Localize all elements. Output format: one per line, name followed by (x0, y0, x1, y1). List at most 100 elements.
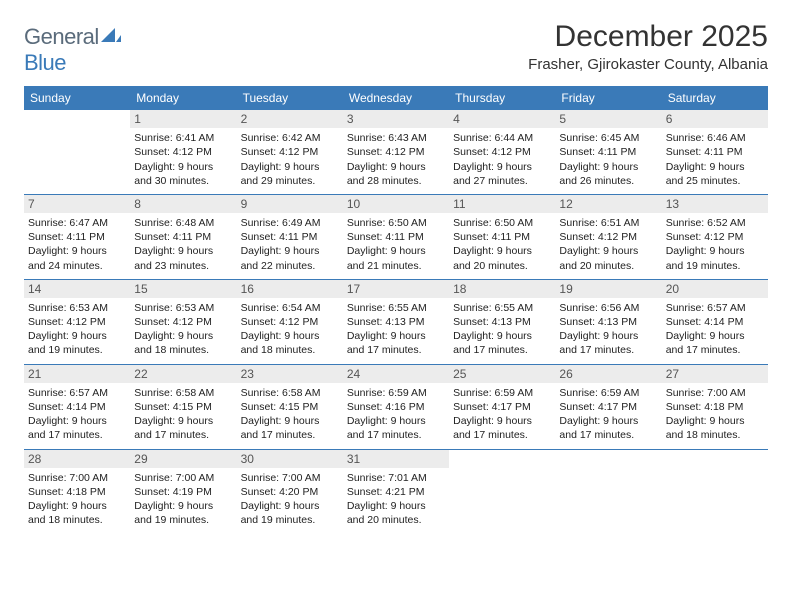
sunrise-line: Sunrise: 6:41 AM (134, 131, 232, 145)
daylight-line-2: and 19 minutes. (241, 513, 339, 527)
daylight-line-1: Daylight: 9 hours (134, 499, 232, 513)
day-number: 15 (130, 280, 236, 298)
sunrise-line: Sunrise: 6:57 AM (666, 301, 764, 315)
sunset-line: Sunset: 4:12 PM (559, 230, 657, 244)
day-header: Monday (130, 86, 236, 110)
daylight-line-2: and 24 minutes. (28, 259, 126, 273)
daylight-line-1: Daylight: 9 hours (666, 414, 764, 428)
day-header: Wednesday (343, 86, 449, 110)
sunrise-line: Sunrise: 6:46 AM (666, 131, 764, 145)
daylight-line-2: and 17 minutes. (453, 428, 551, 442)
calendar-cell: 14Sunrise: 6:53 AMSunset: 4:12 PMDayligh… (24, 280, 130, 364)
daylight-line-2: and 22 minutes. (241, 259, 339, 273)
sunrise-line: Sunrise: 6:47 AM (28, 216, 126, 230)
day-number: 26 (555, 365, 661, 383)
daylight-line-2: and 17 minutes. (453, 343, 551, 357)
daylight-line-2: and 17 minutes. (347, 428, 445, 442)
daylight-line-2: and 26 minutes. (559, 174, 657, 188)
day-number: 28 (24, 450, 130, 468)
sunset-line: Sunset: 4:11 PM (666, 145, 764, 159)
sunset-line: Sunset: 4:12 PM (241, 315, 339, 329)
calendar-week: 14Sunrise: 6:53 AMSunset: 4:12 PMDayligh… (24, 280, 768, 365)
daylight-line-1: Daylight: 9 hours (559, 244, 657, 258)
daylight-line-2: and 27 minutes. (453, 174, 551, 188)
daylight-line-2: and 18 minutes. (666, 428, 764, 442)
header: GeneralBlue December 2025 Frasher, Gjiro… (24, 20, 768, 76)
daylight-line-1: Daylight: 9 hours (28, 244, 126, 258)
sunset-line: Sunset: 4:14 PM (666, 315, 764, 329)
sunset-line: Sunset: 4:12 PM (453, 145, 551, 159)
sunset-line: Sunset: 4:18 PM (28, 485, 126, 499)
sunset-line: Sunset: 4:12 PM (241, 145, 339, 159)
daylight-line-1: Daylight: 9 hours (559, 414, 657, 428)
sunset-line: Sunset: 4:17 PM (453, 400, 551, 414)
day-number: 6 (662, 110, 768, 128)
day-number: 24 (343, 365, 449, 383)
sunrise-line: Sunrise: 6:43 AM (347, 131, 445, 145)
sunrise-line: Sunrise: 7:00 AM (666, 386, 764, 400)
daylight-line-2: and 28 minutes. (347, 174, 445, 188)
daylight-line-2: and 17 minutes. (347, 343, 445, 357)
day-number: 16 (237, 280, 343, 298)
sunrise-line: Sunrise: 7:00 AM (134, 471, 232, 485)
logo: GeneralBlue (24, 24, 121, 76)
day-number: 20 (662, 280, 768, 298)
daylight-line-1: Daylight: 9 hours (241, 329, 339, 343)
calendar-week: 7Sunrise: 6:47 AMSunset: 4:11 PMDaylight… (24, 195, 768, 280)
day-headers-row: SundayMondayTuesdayWednesdayThursdayFrid… (24, 86, 768, 110)
day-number: 7 (24, 195, 130, 213)
day-number: 5 (555, 110, 661, 128)
daylight-line-2: and 20 minutes. (453, 259, 551, 273)
calendar-cell: 7 Sunrise: 6:47 AMSunset: 4:11 PMDaylight… (24, 195, 130, 279)
calendar-cell: 13Sunrise: 6:52 AMSunset: 4:12 PMDayligh… (662, 195, 768, 279)
calendar-week: 1Sunrise: 6:41 AMSunset: 4:12 PMDaylight… (24, 110, 768, 195)
sunset-line: Sunset: 4:15 PM (241, 400, 339, 414)
day-number: 2 (237, 110, 343, 128)
day-number: 13 (662, 195, 768, 213)
sunrise-line: Sunrise: 6:58 AM (241, 386, 339, 400)
day-number: 11 (449, 195, 555, 213)
sunset-line: Sunset: 4:11 PM (453, 230, 551, 244)
day-number: 19 (555, 280, 661, 298)
sunset-line: Sunset: 4:16 PM (347, 400, 445, 414)
daylight-line-1: Daylight: 9 hours (241, 414, 339, 428)
daylight-line-1: Daylight: 9 hours (347, 499, 445, 513)
calendar-cell: 21Sunrise: 6:57 AMSunset: 4:14 PMDayligh… (24, 365, 130, 449)
sunset-line: Sunset: 4:13 PM (347, 315, 445, 329)
location-text: Frasher, Gjirokaster County, Albania (528, 56, 768, 73)
daylight-line-2: and 20 minutes. (559, 259, 657, 273)
daylight-line-2: and 17 minutes. (559, 428, 657, 442)
daylight-line-2: and 18 minutes. (241, 343, 339, 357)
daylight-line-1: Daylight: 9 hours (241, 244, 339, 258)
daylight-line-2: and 19 minutes. (28, 343, 126, 357)
day-number: 3 (343, 110, 449, 128)
calendar-cell: 22Sunrise: 6:58 AMSunset: 4:15 PMDayligh… (130, 365, 236, 449)
day-number: 8 (130, 195, 236, 213)
daylight-line-1: Daylight: 9 hours (241, 160, 339, 174)
calendar-cell: 5Sunrise: 6:45 AMSunset: 4:11 PMDaylight… (555, 110, 661, 194)
calendar-cell: 23Sunrise: 6:58 AMSunset: 4:15 PMDayligh… (237, 365, 343, 449)
calendar-cell: 18Sunrise: 6:55 AMSunset: 4:13 PMDayligh… (449, 280, 555, 364)
daylight-line-1: Daylight: 9 hours (453, 244, 551, 258)
daylight-line-2: and 18 minutes. (134, 343, 232, 357)
daylight-line-2: and 20 minutes. (347, 513, 445, 527)
sunrise-line: Sunrise: 6:54 AM (241, 301, 339, 315)
sunrise-line: Sunrise: 6:50 AM (453, 216, 551, 230)
logo-sail-icon (101, 24, 121, 50)
day-number: 10 (343, 195, 449, 213)
calendar-cell: 6Sunrise: 6:46 AMSunset: 4:11 PMDaylight… (662, 110, 768, 194)
sunset-line: Sunset: 4:11 PM (28, 230, 126, 244)
calendar-cell (662, 450, 768, 534)
sunrise-line: Sunrise: 6:57 AM (28, 386, 126, 400)
daylight-line-2: and 17 minutes. (559, 343, 657, 357)
daylight-line-1: Daylight: 9 hours (347, 414, 445, 428)
daylight-line-2: and 29 minutes. (241, 174, 339, 188)
day-number: 21 (24, 365, 130, 383)
daylight-line-2: and 17 minutes. (666, 343, 764, 357)
sunrise-line: Sunrise: 7:01 AM (347, 471, 445, 485)
page-title: December 2025 (528, 20, 768, 54)
sunrise-line: Sunrise: 6:51 AM (559, 216, 657, 230)
calendar-cell (449, 450, 555, 534)
calendar-cell: 29Sunrise: 7:00 AMSunset: 4:19 PMDayligh… (130, 450, 236, 534)
daylight-line-1: Daylight: 9 hours (134, 160, 232, 174)
